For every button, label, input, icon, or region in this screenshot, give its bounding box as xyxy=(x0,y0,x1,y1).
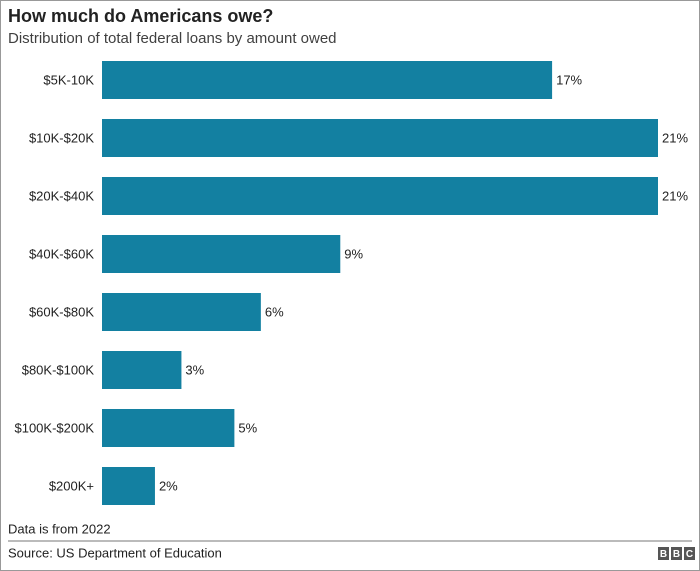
chart-subtitle: Distribution of total federal loans by a… xyxy=(8,30,337,47)
bar xyxy=(102,61,553,99)
value-label: 6% xyxy=(265,304,284,319)
category-label: $20K-$40K xyxy=(29,188,94,203)
logo-box xyxy=(658,547,669,560)
note: Data is from 2022 xyxy=(8,521,111,536)
logo-letter: C xyxy=(686,549,693,560)
category-label: $200K+ xyxy=(49,478,94,493)
value-label: 5% xyxy=(238,420,257,435)
category-label: $80K-$100K xyxy=(22,362,95,377)
logo-letter: B xyxy=(660,549,667,560)
logo-letter: B xyxy=(673,549,680,560)
category-label: $5K-10K xyxy=(43,72,94,87)
logo-box xyxy=(684,547,695,560)
logo-box xyxy=(671,547,682,560)
value-label: 3% xyxy=(185,362,204,377)
value-label: 2% xyxy=(159,478,178,493)
bar xyxy=(102,293,261,331)
bar xyxy=(102,119,658,157)
category-label: $10K-$20K xyxy=(29,130,94,145)
bar xyxy=(102,467,155,505)
bar xyxy=(102,351,182,389)
value-label: 9% xyxy=(344,246,363,261)
bar xyxy=(102,235,341,273)
value-label: 21% xyxy=(662,188,688,203)
bar xyxy=(102,177,658,215)
chart-title: How much do Americans owe? xyxy=(8,6,273,26)
category-label: $100K-$200K xyxy=(14,420,94,435)
value-label: 21% xyxy=(662,130,688,145)
bar xyxy=(102,409,235,447)
category-label: $40K-$60K xyxy=(29,246,94,261)
value-label: 17% xyxy=(556,72,582,87)
category-label: $60K-$80K xyxy=(29,304,94,319)
source: Source: US Department of Education xyxy=(8,545,222,560)
